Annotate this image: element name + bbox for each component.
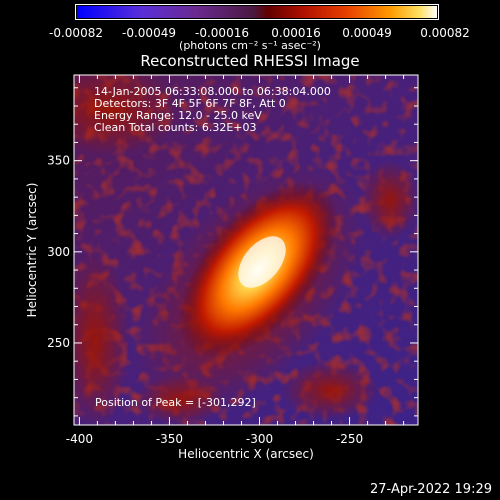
- info-line: 14-Jan-2005 06:33:08.000 to 06:38:04.000: [94, 85, 331, 98]
- axis-ticks: [74, 75, 418, 425]
- colorbar-tick-label: -0.00049: [122, 26, 176, 40]
- colorbar: [75, 4, 439, 20]
- colorbar-unit-label: (photons cm⁻² s⁻¹ asec⁻²): [179, 39, 321, 52]
- y-axis-label: Heliocentric Y (arcsec): [25, 183, 39, 318]
- colorbar-tick-label: 0.00049: [342, 26, 392, 40]
- colorbar-tick-label: 0.00016: [271, 26, 321, 40]
- plot-frame: [73, 74, 419, 426]
- info-line: Detectors: 3F 4F 5F 6F 7F 8F, Att 0: [94, 97, 286, 110]
- x-tick-label: -350: [156, 432, 183, 446]
- x-tick-label: -250: [336, 432, 363, 446]
- x-tick-label: -400: [66, 432, 93, 446]
- x-tick-label: -300: [246, 432, 273, 446]
- colorbar-tick-label: 0.00082: [420, 26, 470, 40]
- colorbar-tick-label: -0.00082: [49, 26, 103, 40]
- y-tick-label: 350: [47, 154, 70, 168]
- y-tick-label: 250: [47, 336, 70, 350]
- colorbar-gradient: [77, 6, 437, 18]
- heatmap-image: [74, 75, 418, 425]
- x-axis-label: Heliocentric X (arcsec): [178, 447, 314, 461]
- info-line: Clean Total counts: 6.32E+03: [94, 121, 257, 134]
- timestamp: 27-Apr-2022 19:29: [370, 482, 492, 497]
- peak-position-label: Position of Peak = [-301,292]: [95, 396, 256, 409]
- info-line: Energy Range: 12.0 - 25.0 keV: [94, 109, 262, 122]
- colorbar-tick-label: -0.00016: [195, 26, 249, 40]
- y-tick-label: 300: [47, 245, 70, 259]
- chart-title: Reconstructed RHESSI Image: [140, 52, 360, 70]
